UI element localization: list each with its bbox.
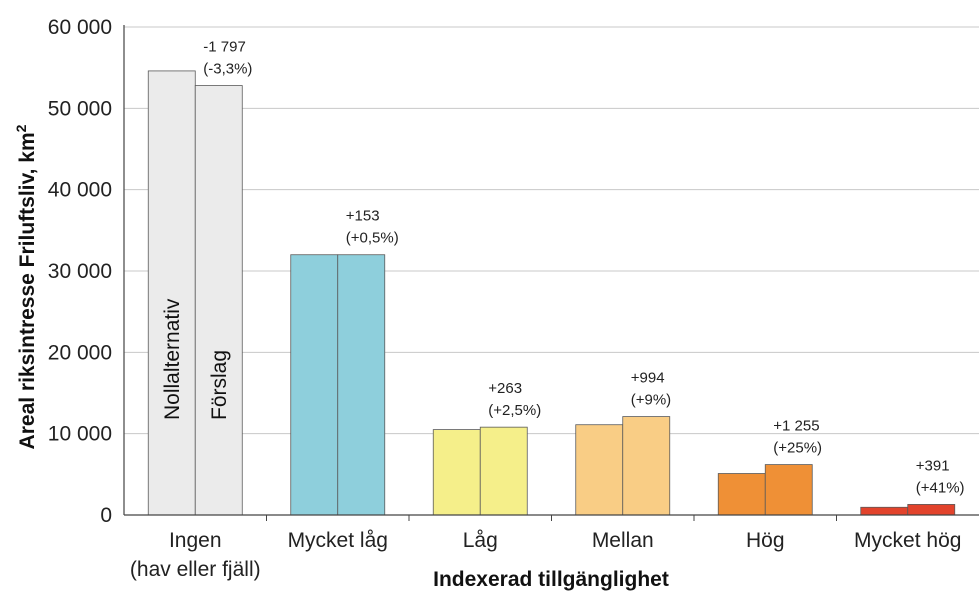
- y-tick-label: 0: [100, 504, 112, 527]
- change-label-abs: -1 797: [203, 39, 246, 56]
- x-tick-label: Mycket låg: [288, 529, 388, 552]
- x-tick-label: Mellan: [592, 529, 654, 552]
- change-label-pct: (+25%): [773, 440, 822, 457]
- bar-nollalternativ: [147, 70, 196, 516]
- y-tick-label: 20 000: [48, 341, 112, 364]
- bar-nollalternativ: [717, 473, 766, 516]
- bar-nollalternativ: [290, 254, 339, 516]
- axes: [123, 25, 979, 521]
- bar-nollalternativ: [432, 429, 481, 516]
- bar-forslag: [907, 504, 956, 516]
- bar-forslag: [479, 426, 528, 516]
- gridlines: [124, 26, 979, 435]
- change-label-pct: (+9%): [631, 392, 671, 409]
- change-label-abs: +153: [346, 208, 380, 225]
- change-label-pct: (+0,5%): [346, 230, 399, 247]
- bar-forslag: [194, 85, 243, 516]
- y-axis-title: Areal riksintresse Friluftsliv, km2: [13, 124, 39, 449]
- y-tick-label: 10 000: [48, 423, 112, 446]
- change-label-abs: +994: [631, 370, 665, 387]
- change-label-abs: +263: [488, 380, 522, 397]
- bar-nollalternativ: [575, 424, 624, 516]
- bar-forslag: [622, 416, 671, 516]
- x-tick-label-line2: (hav eller fjäll): [130, 558, 261, 581]
- x-axis-title: Indexerad tillgänglighet: [433, 568, 669, 591]
- change-label-pct: (+2,5%): [488, 402, 541, 419]
- x-tick-label: Mycket hög: [854, 529, 961, 552]
- bars: [147, 70, 956, 516]
- labels: 0 10 000 20 000 30 000 40 000 50 000 60 000 Ing…: [48, 16, 965, 581]
- change-label-abs: +1 255: [773, 418, 819, 435]
- change-label-abs: +391: [916, 457, 950, 474]
- bar-forslag: [337, 254, 386, 516]
- x-tick-label: Hög: [746, 529, 785, 552]
- x-tick-label: Ingen: [169, 529, 222, 552]
- bar-nollalternativ: [860, 506, 909, 516]
- y-tick-label: 60 000: [48, 16, 112, 39]
- change-label-pct: (-3,3%): [203, 61, 252, 78]
- x-tick-label: Låg: [463, 529, 498, 552]
- y-tick-label: 40 000: [48, 179, 112, 202]
- bar-forslag: [764, 464, 813, 516]
- y-tick-label: 30 000: [48, 260, 112, 283]
- change-label-pct: (+41%): [916, 479, 965, 496]
- series-label: Nollalternativ: [161, 298, 184, 420]
- series-label: Förslag: [208, 350, 231, 420]
- y-tick-label: 50 000: [48, 97, 112, 120]
